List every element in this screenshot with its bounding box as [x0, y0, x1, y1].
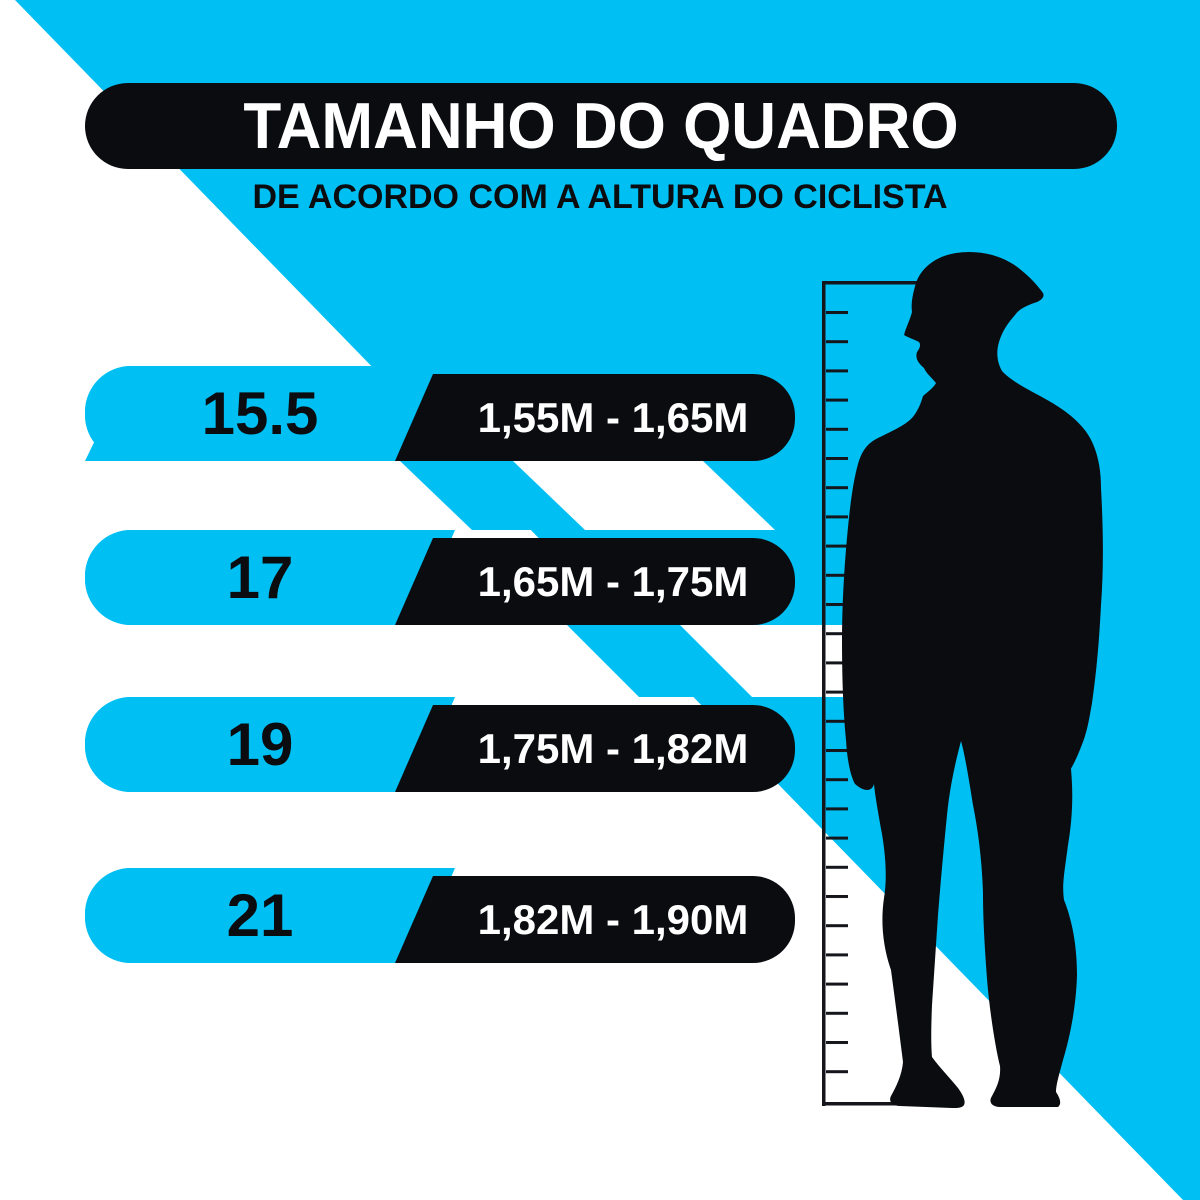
frame-size-badge: 15.5: [201, 380, 319, 447]
white-slash-1: [513, 461, 775, 530]
size-row-shape-1: [85, 366, 795, 461]
height-range-label: 1,82M - 1,90M: [477, 895, 749, 943]
page-title: TAMANHO DO QUADRO: [243, 89, 959, 163]
height-ruler-icon: [822, 281, 917, 1106]
height-range-label: 1,65M - 1,75M: [477, 557, 749, 605]
ruler-ticks: [826, 311, 848, 1083]
frame-size-badge: 17: [226, 544, 294, 611]
size-row-shape-3: [85, 697, 795, 792]
height-range-label: 1,55M - 1,65M: [477, 393, 749, 441]
ruler-top-arm: [822, 281, 917, 285]
ruler-spine: [822, 282, 826, 1106]
title-pill: [85, 83, 1117, 169]
frame-size-badge: 21: [226, 882, 294, 949]
cyan-slash-1: [400, 461, 543, 530]
page-subtitle: DE ACORDO COM A ALTURA DO CICLISTA: [252, 177, 948, 216]
ruler-bottom-arm: [822, 1102, 900, 1106]
size-row-shape-2: [85, 530, 795, 625]
frame-size-badge: 19: [226, 711, 294, 778]
size-row-shape-4: [85, 868, 795, 963]
cyclist-silhouette-icon: [842, 251, 1103, 1108]
cyan-slash-2: [567, 625, 710, 697]
height-range-label: 1,75M - 1,82M: [477, 724, 749, 772]
